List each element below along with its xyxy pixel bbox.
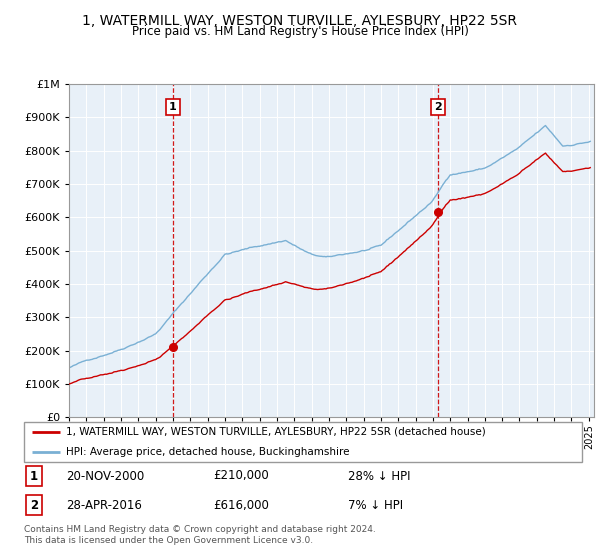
Text: 20-NOV-2000: 20-NOV-2000 — [66, 469, 144, 483]
Text: Contains HM Land Registry data © Crown copyright and database right 2024.
This d: Contains HM Land Registry data © Crown c… — [24, 525, 376, 545]
Text: £210,000: £210,000 — [214, 469, 269, 483]
Text: 28% ↓ HPI: 28% ↓ HPI — [347, 469, 410, 483]
Text: Price paid vs. HM Land Registry's House Price Index (HPI): Price paid vs. HM Land Registry's House … — [131, 25, 469, 38]
Text: 1, WATERMILL WAY, WESTON TURVILLE, AYLESBURY, HP22 5SR: 1, WATERMILL WAY, WESTON TURVILLE, AYLES… — [83, 14, 517, 28]
Text: HPI: Average price, detached house, Buckinghamshire: HPI: Average price, detached house, Buck… — [66, 447, 349, 457]
FancyBboxPatch shape — [24, 422, 582, 462]
Text: 2: 2 — [434, 102, 442, 113]
Text: 2: 2 — [30, 498, 38, 512]
Text: £616,000: £616,000 — [214, 498, 269, 512]
Text: 7% ↓ HPI: 7% ↓ HPI — [347, 498, 403, 512]
Text: 1: 1 — [30, 469, 38, 483]
Text: 28-APR-2016: 28-APR-2016 — [66, 498, 142, 512]
Text: 1, WATERMILL WAY, WESTON TURVILLE, AYLESBURY, HP22 5SR (detached house): 1, WATERMILL WAY, WESTON TURVILLE, AYLES… — [66, 427, 485, 437]
Text: 1: 1 — [169, 102, 177, 113]
